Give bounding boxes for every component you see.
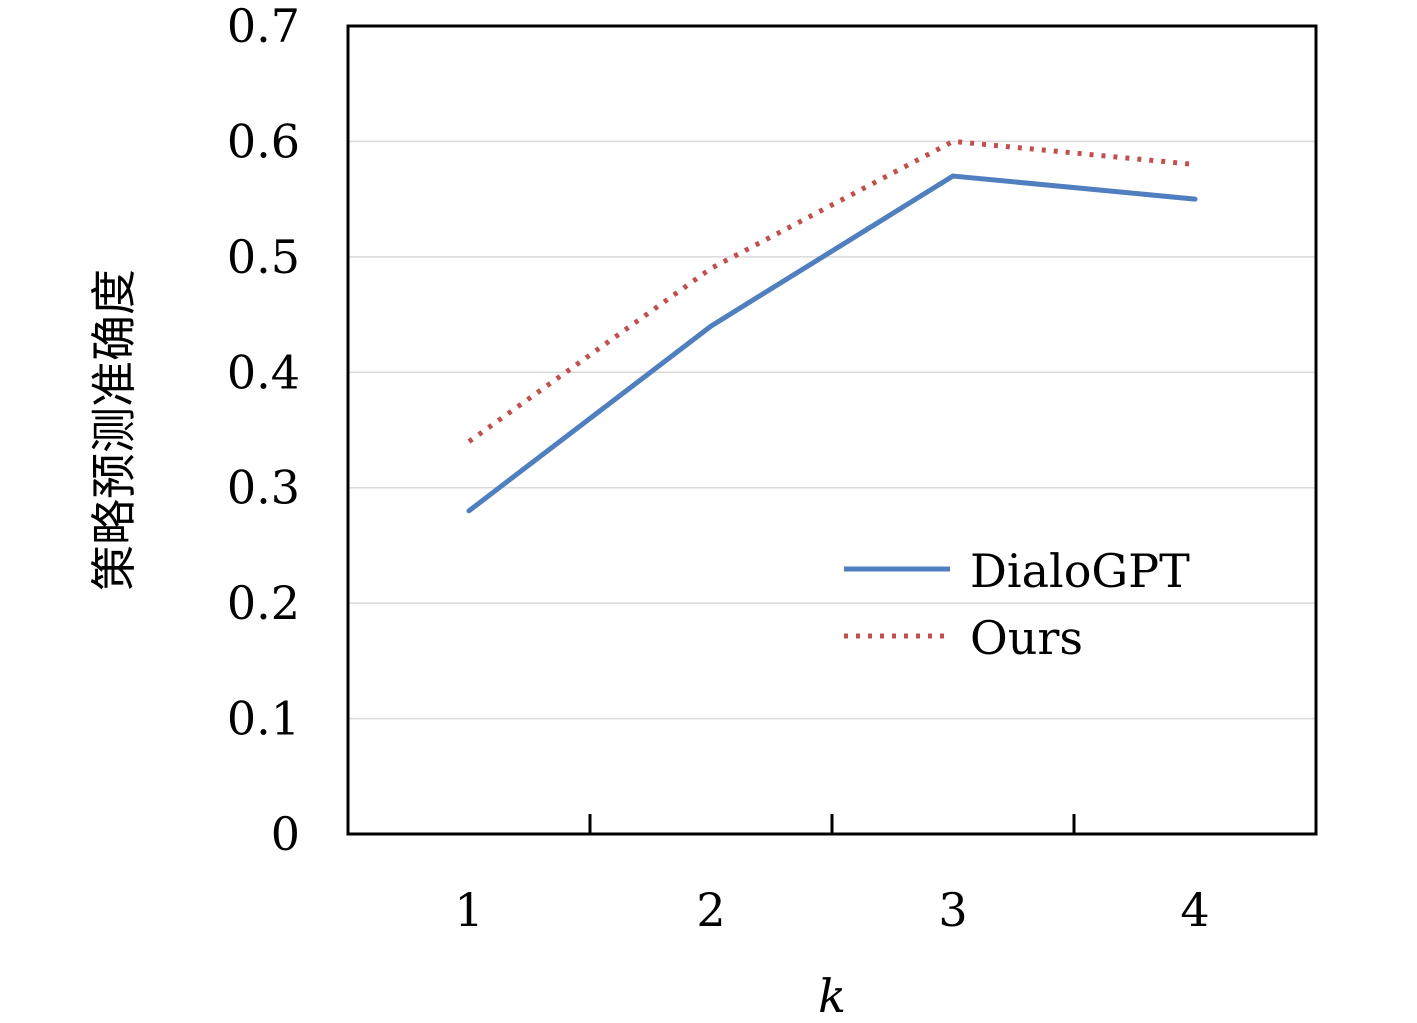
legend: DialoGPT Ours — [844, 544, 1190, 665]
y-tick-label: 0.4 — [227, 345, 300, 399]
legend-label-ours: Ours — [970, 611, 1083, 665]
x-axis-title: k — [818, 969, 846, 1023]
plot-frame — [346, 24, 1318, 836]
y-axis-tick-labels: 0 0.1 0.2 0.3 0.4 0.5 0.6 0.7 — [227, 0, 300, 861]
y-axis-title: 策略预测准确度 — [87, 269, 141, 591]
x-tick-label: 3 — [938, 883, 967, 937]
x-axis-tick-labels: 1 2 3 4 — [454, 883, 1209, 937]
x-axis-tick-marks — [588, 814, 1076, 834]
y-tick-label: 0.2 — [227, 576, 300, 630]
series-line-dialogpt — [466, 173, 1198, 514]
grid-lines — [348, 140, 1316, 720]
legend-label-dialogpt: DialoGPT — [970, 544, 1190, 598]
y-tick-label: 0.1 — [227, 692, 300, 746]
x-tick-label: 1 — [454, 883, 483, 937]
y-tick-label: 0 — [271, 807, 300, 861]
x-tick-label: 4 — [1180, 883, 1209, 937]
y-tick-label: 0.7 — [227, 0, 300, 53]
series-lines — [466, 138, 1198, 514]
x-tick-label: 2 — [696, 883, 725, 937]
y-tick-label: 0.6 — [227, 114, 300, 168]
y-tick-label: 0.5 — [227, 230, 300, 284]
y-tick-label: 0.3 — [227, 461, 300, 515]
series-line-ours — [467, 138, 1196, 444]
